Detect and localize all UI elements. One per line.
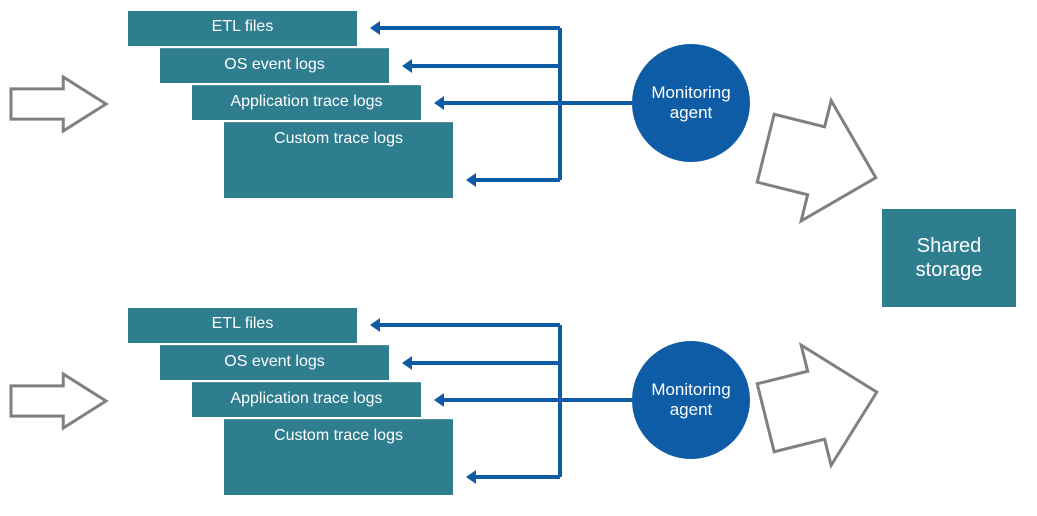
log-box-top-3: Custom trace logs — [224, 122, 453, 198]
log-box-label: Custom trace logs — [274, 426, 403, 445]
log-box-label: Application trace logs — [230, 92, 382, 111]
log-box-label: OS event logs — [224, 55, 325, 74]
log-box-label: OS event logs — [224, 352, 325, 371]
log-box-label: ETL files — [212, 17, 274, 36]
log-box-top-1: OS event logs — [160, 48, 389, 83]
log-box-bottom-1: OS event logs — [160, 345, 389, 380]
monitoring-agent-label: Monitoringagent — [651, 83, 730, 124]
log-box-label: Application trace logs — [230, 389, 382, 408]
monitoring-agent-bottom: Monitoringagent — [632, 341, 750, 459]
log-box-top-0: ETL files — [128, 11, 357, 46]
log-box-bottom-2: Application trace logs — [192, 382, 421, 417]
log-box-label: Custom trace logs — [274, 129, 403, 148]
monitoring-agent-top: Monitoringagent — [632, 44, 750, 162]
monitoring-agent-label: Monitoringagent — [651, 380, 730, 421]
log-box-label: ETL files — [212, 314, 274, 333]
log-box-top-2: Application trace logs — [192, 85, 421, 120]
log-box-bottom-0: ETL files — [128, 308, 357, 343]
log-box-bottom-3: Custom trace logs — [224, 419, 453, 495]
shared-storage-label: Sharedstorage — [916, 234, 983, 282]
shared-storage-box: Sharedstorage — [882, 209, 1016, 307]
